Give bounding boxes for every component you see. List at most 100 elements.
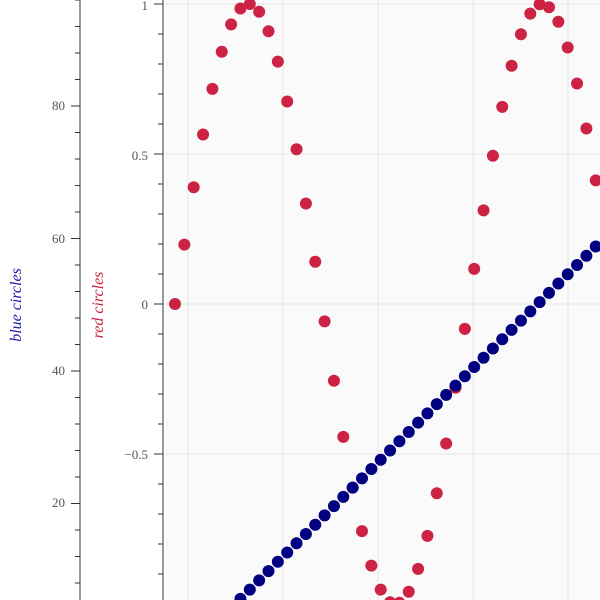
blue-circles-axis-title: blue circles [8, 268, 25, 342]
blue-circle-point [318, 509, 331, 522]
red-circle-point [299, 197, 312, 210]
red-axis-tick-label: −0.5 [124, 447, 148, 462]
blue-circle-point [356, 472, 368, 485]
red-circles-axis-ticks [154, 3, 163, 575]
red-circle-point [206, 82, 219, 95]
red-circle-point [505, 59, 518, 72]
blue-circle-point [468, 361, 481, 374]
blue-circle-point [571, 259, 584, 271]
red-circle-point [589, 174, 600, 187]
red-circle-point [234, 2, 247, 15]
blue-circle-point [430, 398, 443, 411]
red-circle-point [514, 28, 527, 41]
red-circle-point [356, 525, 368, 538]
red-circle-point [215, 45, 228, 58]
red-circle-point [496, 100, 509, 113]
red-circles-series [169, 0, 600, 600]
blue-circle-point [309, 518, 322, 531]
blue-circle-point [281, 546, 294, 559]
red-circle-point [243, 0, 256, 10]
red-circle-point [290, 143, 303, 156]
plot-area [165, 0, 600, 600]
blue-circle-point [524, 305, 537, 318]
red-axis-tick-label: 0.5 [132, 148, 148, 163]
red-circle-point [533, 0, 546, 11]
blue-axis-tick-label: 40 [52, 363, 65, 378]
blue-circle-point [346, 481, 359, 494]
red-circle-point [561, 41, 574, 54]
blue-circles-series [234, 240, 600, 600]
red-circle-point [365, 559, 378, 572]
blue-circle-point [543, 286, 555, 299]
blue-circle-point [393, 435, 406, 448]
blue-circle-point [365, 463, 378, 476]
red-circle-point [552, 15, 565, 28]
blue-circles-axis-ticks [71, 0, 80, 584]
blue-axis-tick-label: 60 [52, 231, 65, 246]
blue-circle-point [486, 342, 499, 355]
red-circle-point [262, 25, 275, 38]
blue-circle-point [412, 416, 425, 429]
red-circles-axis: 1 0.5 0 −0.5 red circles [90, 0, 164, 600]
red-axis-tick-label: 1 [142, 0, 149, 13]
red-circle-point [253, 5, 266, 18]
blue-circle-point [561, 268, 574, 281]
blue-circle-point [421, 407, 434, 420]
red-circle-point [524, 7, 537, 20]
red-circle-point [281, 95, 294, 108]
blue-circles-axis: 80 60 40 20 blue circles [8, 0, 81, 600]
red-circle-point [468, 262, 481, 275]
blue-axis-tick-label: 80 [52, 98, 65, 113]
red-circle-point [197, 128, 210, 141]
red-circle-point [337, 430, 350, 443]
red-circle-point [178, 238, 191, 251]
red-circle-point [309, 255, 322, 268]
blue-circle-point [384, 444, 397, 457]
blue-circle-point [477, 351, 490, 364]
blue-circle-point [271, 555, 284, 568]
blue-circle-point [589, 240, 600, 253]
blue-circle-point [496, 333, 509, 346]
blue-circle-point [337, 490, 350, 503]
blue-axis-tick-label: 20 [52, 495, 65, 510]
blue-circle-point [299, 527, 312, 540]
blue-circle-point [533, 296, 546, 309]
red-circle-point [394, 596, 405, 600]
red-circle-point [271, 55, 284, 68]
red-circle-point [412, 562, 425, 575]
red-circle-point [187, 181, 200, 194]
blue-circle-point [514, 314, 527, 327]
red-axis-tick-label: 0 [142, 297, 149, 312]
blue-circle-point [552, 277, 565, 290]
blue-circle-point [402, 425, 415, 438]
blue-circle-point [505, 323, 518, 336]
red-circle-point [402, 585, 415, 598]
red-circle-point [543, 1, 555, 14]
red-circle-point [169, 298, 181, 310]
red-circle-point [318, 315, 331, 328]
red-circle-point [477, 204, 490, 217]
red-circle-point [384, 596, 396, 600]
red-circle-point [440, 437, 453, 450]
blue-circle-point [440, 388, 453, 401]
red-circle-point [327, 374, 340, 387]
blue-circle-point [327, 500, 340, 513]
blue-circle-point [458, 370, 471, 383]
blue-circle-point [374, 453, 387, 466]
red-circle-point [580, 122, 593, 135]
red-circle-point [374, 583, 387, 596]
red-circle-point [458, 322, 471, 335]
blue-circle-point [290, 537, 303, 550]
blue-circle-point [234, 592, 247, 600]
blue-circle-point [580, 249, 593, 262]
red-circle-point [430, 487, 443, 500]
blue-circle-point [449, 379, 462, 392]
blue-circle-point [253, 574, 266, 587]
red-circles-axis-title: red circles [90, 272, 107, 339]
red-circle-point [571, 77, 584, 90]
red-circle-point [421, 529, 434, 542]
red-circle-point [486, 149, 499, 162]
blue-circle-point [262, 565, 275, 578]
red-circle-point [225, 18, 238, 31]
